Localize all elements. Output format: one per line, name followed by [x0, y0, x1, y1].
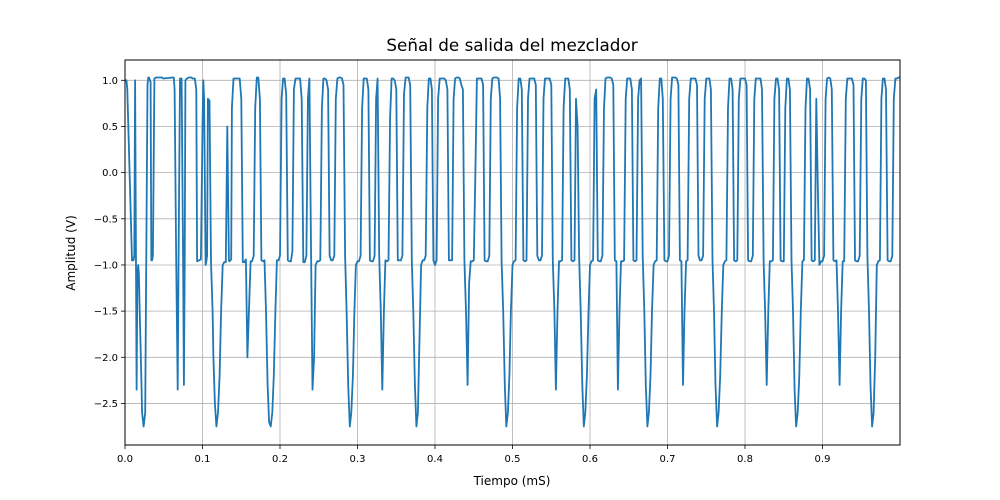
x-tick-label: 0.0	[117, 454, 133, 465]
x-tick-label: 0.2	[272, 454, 288, 465]
y-tick-label: 0.0	[102, 168, 118, 179]
y-axis-label: Amplitud (V)	[64, 215, 78, 291]
y-tick-label: −0.5	[94, 214, 118, 225]
series-layer	[125, 76, 900, 428]
y-tick-label: −1.0	[94, 260, 118, 271]
x-tick-label: 0.8	[737, 454, 753, 465]
x-tick-label: 0.5	[505, 454, 521, 465]
y-tick-label: −1.5	[94, 307, 118, 318]
x-tick-label: 0.9	[815, 454, 831, 465]
y-tick-label: −2.5	[94, 399, 118, 410]
y-tick-label: 1.0	[102, 76, 118, 87]
x-tick-label: 0.4	[427, 454, 443, 465]
chart-title: Señal de salida del mezclador	[386, 35, 637, 55]
y-tick-label: 0.5	[102, 122, 118, 133]
x-axis-label: Tiempo (mS)	[473, 474, 551, 488]
x-tick-label: 0.1	[195, 454, 211, 465]
x-tick-label: 0.6	[582, 454, 598, 465]
series-line	[125, 76, 900, 428]
x-tick-label: 0.7	[660, 454, 676, 465]
y-tick-label: −2.0	[94, 353, 118, 364]
y-axis-ticks: 1.0 0.5 0.0 −0.5 −1.0 −1.5 −2.0 −2.5	[94, 76, 125, 410]
x-tick-label: 0.3	[350, 454, 366, 465]
x-axis-ticks: 0.0 0.1 0.2 0.3 0.4 0.5 0.6 0.7 0.8 0.9	[117, 445, 830, 465]
